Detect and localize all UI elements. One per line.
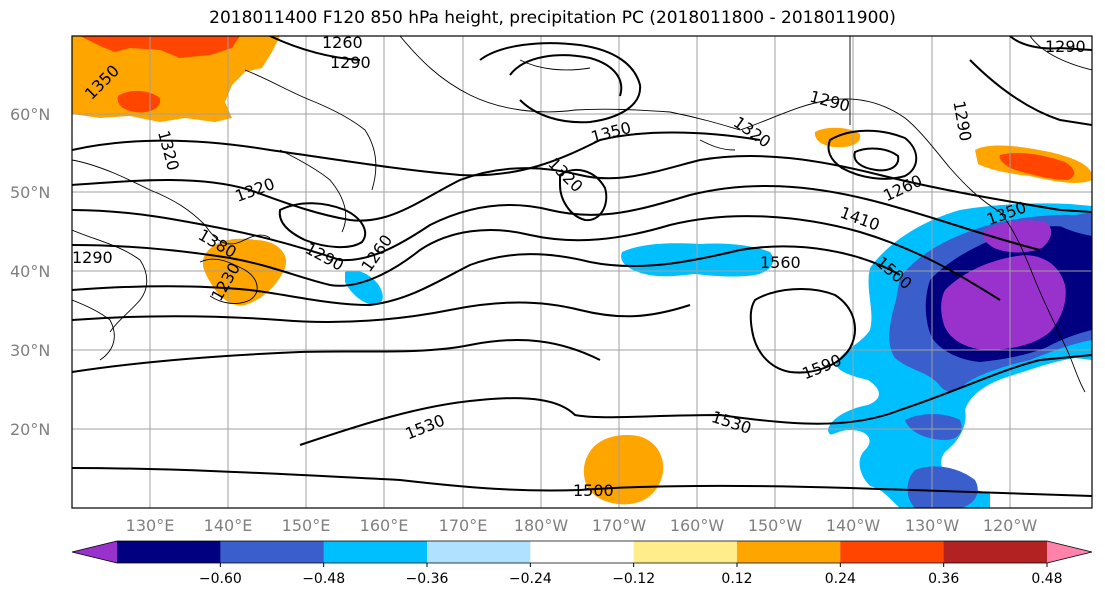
colorbar-tick-label: −0.24 [509,571,552,587]
contour-label: 1260 [357,231,396,275]
contour-label: 1320 [730,113,774,152]
coastlines [72,36,1092,393]
colorbar-swatch [530,541,635,563]
lon-label: 180°W [514,516,569,535]
colorbar-swatch [737,541,841,563]
latitude-labels: 60°N 50°N 40°N 30°N 20°N [10,105,50,439]
figure-title: 2018011400 F120 850 hPa height, precipit… [209,8,896,28]
contour-label: 1320 [154,128,183,172]
contour-label: 1590 [799,350,844,383]
lon-label: 130°W [905,516,960,535]
colorbar-swatch [943,541,1048,563]
colorbar-tick-label: 0.24 [825,571,856,587]
height-contours [72,36,1092,497]
map-plot-area: 1260 1290 1350 1320 1350 1320 1290 1320 … [72,33,1092,508]
plot-frame [71,35,1093,509]
contour-label: 1350 [589,118,633,147]
lat-label: 40°N [10,262,50,281]
contour-label: 1260 [322,33,363,52]
lon-label: 120°W [983,516,1038,535]
lon-label: 140°W [826,516,881,535]
lat-label: 20°N [10,420,50,439]
lon-label: 130°E [126,516,175,535]
colorbar-outline [71,540,1093,564]
colorbar-tick-label: −0.48 [302,571,345,587]
longitude-labels: 130°E 140°E 150°E 160°E 170°E 180°W 170°… [126,516,1038,535]
lat-label: 50°N [10,183,50,202]
contour-label: 1320 [232,174,277,206]
strong-positive-nw [80,36,240,58]
colorbar-swatch [633,541,738,563]
contour-label: 1500 [573,481,614,500]
colorbar-tick-label: −0.12 [612,571,655,587]
lon-label: 150°W [748,516,803,535]
colorbar: −0.60 −0.48 −0.36 −0.24 −0.12 0.12 0.24 0.36 0.4… [71,540,1093,587]
lon-label: 140°E [204,516,253,535]
lon-label: 170°E [439,516,488,535]
colorbar-swatch [323,541,428,563]
lon-label: 170°W [592,516,647,535]
lon-label: 160°E [360,516,409,535]
contour-label: 1530 [709,407,754,438]
colorbar-swatch [427,541,531,563]
colorbar-tick-label: 0.36 [928,571,959,587]
colorbar-swatch [840,541,945,563]
colorbar-tick-label: −0.36 [406,571,449,587]
contour-label: 1290 [1045,37,1086,56]
contour-label: 1560 [760,253,801,272]
contour-label: 1290 [949,99,975,142]
colorbar-tick-label: 0.48 [1031,571,1062,587]
contour-label: 1320 [544,154,586,196]
colorbar-tick-label: 0.12 [721,571,752,587]
lat-label: 30°N [10,341,50,360]
contour-label: 1290 [330,53,371,72]
lon-label: 150°E [282,516,331,535]
lon-label: 160°W [670,516,725,535]
contour-label: 1530 [403,411,448,444]
lat-label: 60°N [10,105,50,124]
colorbar-extend-low [72,541,117,563]
colorbar-swatch [220,541,325,563]
colorbar-swatch [117,541,221,563]
precip-shading [72,36,1092,508]
contour-label: 1290 [72,248,113,267]
colorbar-tick-label: −0.60 [199,571,242,587]
contour-label: 1410 [838,203,883,235]
contour-label: 1290 [302,239,347,275]
colorbar-extend-high [1047,541,1092,563]
contour-label: 1290 [808,87,852,116]
